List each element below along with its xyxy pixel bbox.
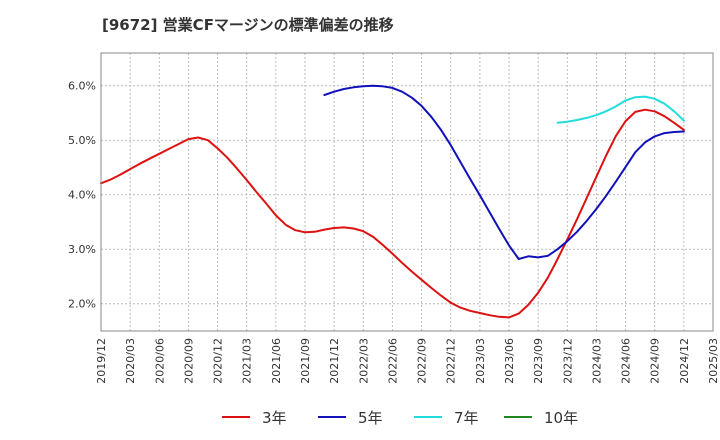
series-line-0 [100, 108, 685, 319]
x-tick-label: 2021/06 [270, 338, 283, 384]
x-tick-label: 2022/09 [416, 338, 429, 384]
x-tick-label: 2022/12 [445, 338, 458, 384]
legend-label: 5年 [358, 408, 383, 427]
series-line-1 [323, 84, 685, 260]
x-tick-label: 2021/12 [328, 338, 341, 384]
plot-frame [100, 52, 714, 332]
legend-swatch [504, 416, 532, 418]
x-tick-label: 2024/09 [649, 338, 662, 384]
x-tick-label: 2021/03 [241, 338, 254, 384]
x-tick-label: 2020/03 [124, 338, 137, 384]
y-tick-label: 5.0% [68, 134, 96, 147]
legend-item: 10年 [504, 406, 578, 428]
x-tick-label: 2019/12 [95, 338, 108, 384]
legend-label: 7年 [454, 408, 479, 427]
x-tick-label: 2023/06 [503, 338, 516, 384]
x-tick-label: 2024/03 [590, 338, 603, 384]
legend-label: 10年 [544, 408, 579, 427]
x-tick-label: 2020/06 [153, 338, 166, 384]
series-lines [100, 84, 685, 319]
axes: 2019/12 2020/03 2020/06 2020/09 2020/12 2021/… [68, 52, 720, 384]
legend-item: 5年 [318, 406, 383, 428]
chart-title: [9672] 営業CFマージンの標準偏差の推移 [102, 16, 394, 34]
legend: 3年 5年 7年 10年 [0, 406, 720, 428]
series-line-2 [556, 95, 685, 124]
legend-swatch [222, 416, 250, 418]
x-tick-label: 2023/12 [561, 338, 574, 384]
legend-label: 3年 [262, 408, 287, 427]
legend-item: 7年 [414, 406, 479, 428]
x-tick-label: 2021/09 [299, 338, 312, 384]
y-tick-label: 2.0% [68, 298, 96, 311]
y-tick-label: 6.0% [68, 80, 96, 93]
legend-item: 3年 [222, 406, 287, 428]
x-tick-label: 2025/03 [707, 338, 720, 384]
y-tick-label: 3.0% [68, 243, 96, 256]
x-tick-label: 2024/06 [620, 338, 633, 384]
plot-background [101, 53, 713, 331]
x-tick-label: 2023/09 [532, 338, 545, 384]
x-tick-label: 2022/03 [357, 338, 370, 384]
legend-swatch [318, 416, 346, 418]
x-tick-label: 2023/03 [474, 338, 487, 384]
y-tick-label: 4.0% [68, 189, 96, 202]
x-tick-label: 2022/06 [386, 338, 399, 384]
x-tick-label: 2020/09 [182, 338, 195, 384]
x-tick-label: 2024/12 [678, 338, 691, 384]
gridlines [100, 53, 714, 331]
legend-swatch [414, 416, 442, 418]
x-tick-label: 2020/12 [212, 338, 225, 384]
